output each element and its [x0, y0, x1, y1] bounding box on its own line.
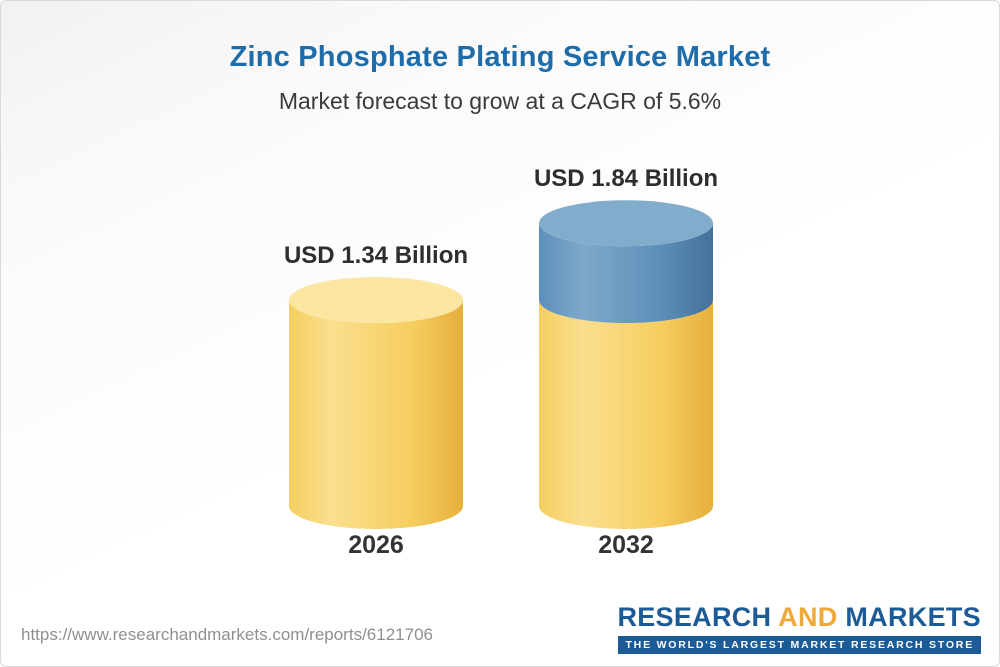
brand-tagline: THE WORLD'S LARGEST MARKET RESEARCH STOR… — [618, 636, 981, 654]
cylinder-segment — [539, 300, 713, 529]
cylinder-segment — [539, 223, 713, 324]
value-label-2032: USD 1.84 Billion — [533, 165, 719, 192]
category-label-2026: 2026 — [348, 531, 404, 559]
brand-logo-text: RESEARCH AND MARKETS — [617, 602, 981, 633]
cylinder-top — [539, 200, 713, 247]
brand-logo: RESEARCH AND MARKETS THE WORLD'S LARGEST… — [617, 602, 981, 654]
value-label-2026: USD 1.34 Billion — [283, 242, 469, 269]
cylinder-top — [289, 277, 463, 324]
logo-and: AND — [778, 602, 838, 632]
logo-markets: MARKETS — [845, 602, 981, 632]
page-title: Zinc Phosphate Plating Service Market — [229, 41, 771, 73]
report-url[interactable]: https://www.researchandmarkets.com/repor… — [21, 625, 433, 644]
logo-research: RESEARCH — [617, 602, 772, 632]
cylinder-segment — [289, 300, 463, 529]
page-subtitle: Market forecast to grow at a CAGR of 5.6… — [278, 88, 722, 114]
category-label-2032: 2032 — [598, 531, 654, 559]
